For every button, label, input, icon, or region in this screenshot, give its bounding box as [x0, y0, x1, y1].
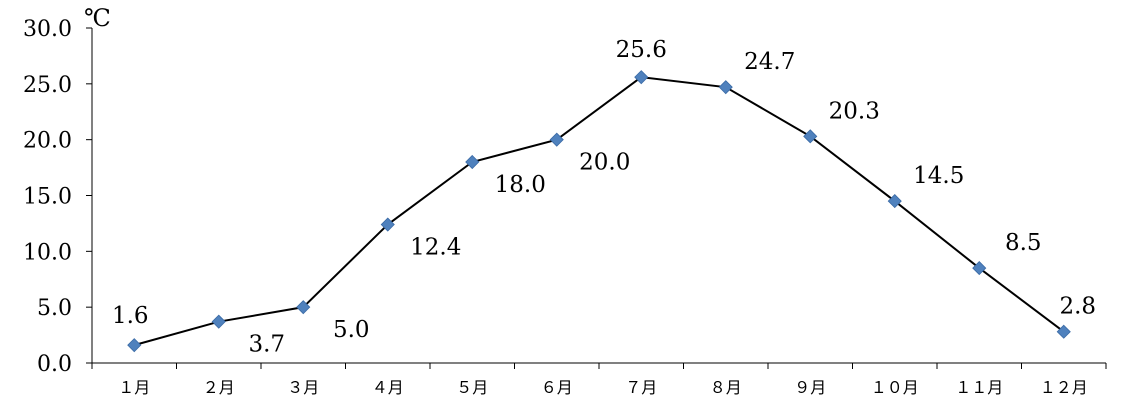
- data-point: [719, 81, 732, 94]
- x-tick-label: ２月: [203, 378, 235, 397]
- data-label: 5.0: [333, 317, 370, 343]
- y-axis-unit-label: ℃: [84, 4, 111, 32]
- data-label: 3.7: [248, 332, 285, 358]
- x-tick-label: ５月: [456, 378, 488, 397]
- data-label: 12.4: [410, 235, 461, 261]
- y-tick-label: 25.0: [23, 73, 72, 98]
- data-label: 25.6: [616, 37, 667, 63]
- data-label: 2.8: [1059, 294, 1096, 320]
- y-tick-label: 15.0: [23, 185, 72, 210]
- data-point: [128, 339, 141, 352]
- data-label: 20.0: [579, 150, 630, 176]
- data-point: [212, 315, 225, 328]
- x-tick-label: ９月: [794, 378, 826, 397]
- data-labels: 1.6 3.7 5.0 12.4 18.0 20.0 25.6 24.7 20.3 14.5 8.5…: [112, 37, 1096, 358]
- x-axis-ticks: １月 ２月 ３月 ４月 ５月 ６月 ７月 ８月 ９月 １０月 １１月 １２月: [92, 363, 1106, 397]
- data-label: 8.5: [1005, 230, 1042, 256]
- x-tick-label: ８月: [710, 378, 742, 397]
- data-label: 24.7: [744, 49, 795, 75]
- data-label: 18.0: [495, 172, 546, 198]
- data-label: 20.3: [829, 98, 880, 124]
- x-tick-label: ３月: [287, 378, 319, 397]
- data-label: 14.5: [913, 163, 964, 189]
- x-tick-label: ６月: [541, 378, 573, 397]
- x-tick-label: ７月: [625, 378, 657, 397]
- y-tick-label: 10.0: [23, 240, 72, 265]
- axes: [92, 28, 1106, 363]
- data-markers: [128, 71, 1071, 352]
- x-tick-label: １月: [118, 378, 150, 397]
- x-tick-label: ４月: [372, 378, 404, 397]
- y-tick-label: 30.0: [23, 17, 72, 42]
- x-tick-label: １０月: [871, 378, 919, 397]
- x-tick-label: １２月: [1040, 378, 1088, 397]
- y-axis-ticks: 0.0 5.0 10.0 15.0 20.0 25.0 30.0: [23, 17, 92, 377]
- y-tick-label: 0.0: [37, 352, 72, 377]
- y-tick-label: 20.0: [23, 129, 72, 154]
- x-tick-label: １１月: [955, 378, 1003, 397]
- data-label: 1.6: [112, 303, 149, 329]
- y-tick-label: 5.0: [37, 296, 72, 321]
- series-line: [134, 77, 1064, 345]
